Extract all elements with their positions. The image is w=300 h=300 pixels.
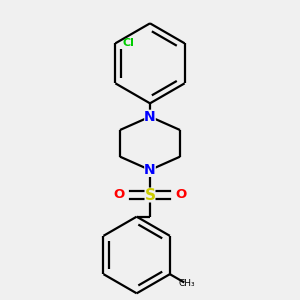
Text: Cl: Cl [123, 38, 135, 48]
Text: O: O [176, 188, 187, 202]
Text: N: N [144, 110, 156, 124]
Text: O: O [113, 188, 124, 202]
Text: S: S [145, 188, 155, 202]
Text: N: N [144, 163, 156, 177]
Text: CH₃: CH₃ [179, 279, 196, 288]
